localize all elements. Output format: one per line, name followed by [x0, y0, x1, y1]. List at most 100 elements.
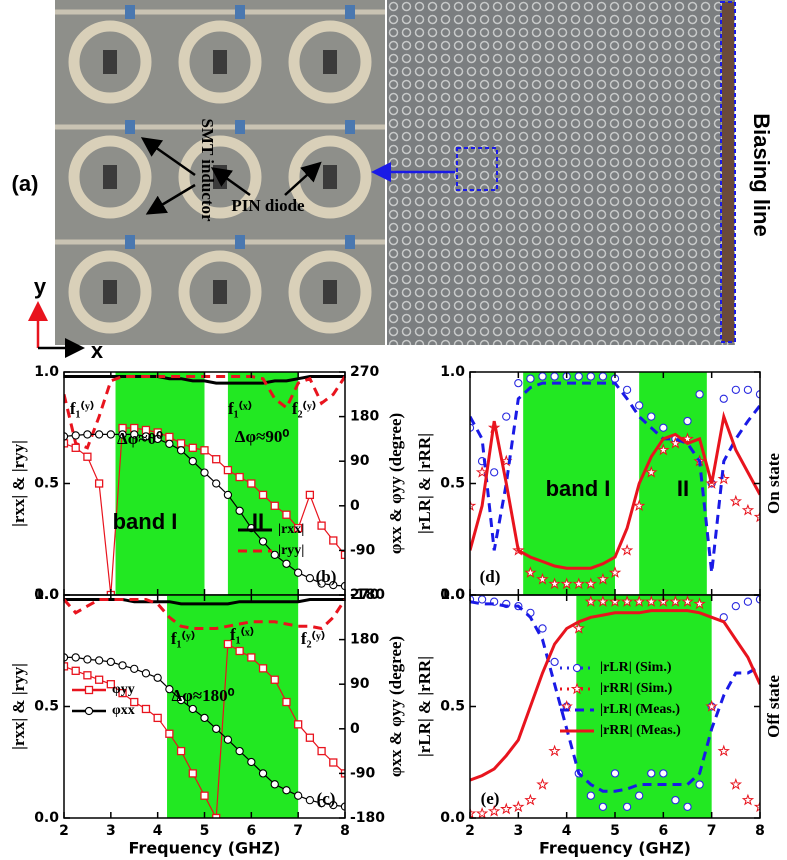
y2-tick-label: 180 [350, 632, 379, 648]
data-point [695, 390, 704, 399]
data-point [200, 791, 209, 800]
data-point [659, 769, 668, 778]
data-point [647, 412, 656, 421]
data-point [71, 443, 80, 452]
band [227, 372, 299, 595]
data-point [470, 499, 477, 512]
data-point [317, 798, 326, 808]
data-point [477, 595, 487, 604]
annotation: f₁⁽ʸ⁾ [171, 629, 195, 648]
data-point [188, 457, 197, 466]
data-point [176, 439, 186, 448]
data-point [500, 802, 513, 815]
x-tick-label: 8 [755, 823, 765, 839]
data-point [598, 802, 608, 811]
data-point [512, 800, 525, 813]
data-point [294, 568, 303, 577]
data-point [282, 697, 291, 707]
data-point [717, 472, 730, 485]
data-point [329, 536, 338, 545]
data-point [247, 479, 256, 488]
data-point [729, 494, 743, 507]
data-point [94, 656, 104, 665]
data-point [71, 666, 80, 675]
inductor-arrow [145, 183, 196, 215]
legend-marker [572, 663, 582, 673]
data-point [235, 506, 244, 515]
data-point [681, 432, 694, 445]
data-point [141, 704, 151, 714]
x-tick-label: 8 [340, 823, 350, 839]
data-point [235, 646, 244, 656]
x-tick-label: 7 [707, 823, 717, 839]
data-point [305, 733, 315, 742]
data-point [106, 430, 115, 439]
x-tick-label: 4 [153, 823, 163, 839]
legend-label: |rRR| (Sim.) [600, 681, 673, 696]
data-point [560, 577, 573, 590]
cell-box [456, 147, 498, 191]
x-tick-label: 3 [106, 823, 116, 839]
data-point [83, 452, 92, 461]
diode-label: PIN diode [231, 196, 305, 215]
data-point [548, 744, 561, 757]
state-label: On state [764, 453, 783, 514]
data-point [622, 385, 632, 394]
x-tick-label: 3 [513, 823, 523, 839]
data-point [118, 688, 127, 698]
data-point [165, 729, 174, 738]
diode-arrow [284, 161, 322, 196]
y-tick-label: 1.0 [34, 364, 59, 380]
x-axis-title: Frequency (GHZ) [129, 839, 281, 858]
data-point [176, 695, 186, 705]
y2-tick-label: -180 [350, 587, 385, 603]
x-tick-label: 2 [465, 823, 475, 839]
panel-label: (e) [481, 789, 500, 808]
data-point [598, 372, 608, 381]
panel-label: (a) [12, 171, 39, 196]
y2-tick-label: 270 [350, 587, 379, 603]
data-point [620, 595, 634, 607]
legend-marker [84, 706, 94, 716]
chart-panel: 0.0 0.5 1.0 -180 -90 0 90 180 270 2 3 4 5 6 7 8 Frequenc… [9, 587, 405, 858]
data-point [235, 746, 244, 756]
data-point [329, 580, 338, 590]
legend-label: φyy [112, 682, 135, 697]
data-point [693, 597, 706, 610]
y-tick-label: 0.0 [34, 810, 59, 826]
data-point [340, 550, 345, 560]
biasing-strip [722, 2, 734, 342]
data-point [741, 793, 755, 806]
data-point [538, 372, 547, 381]
data-point [719, 394, 728, 403]
data-point [731, 602, 740, 611]
data-point [188, 769, 197, 778]
data-point [657, 443, 670, 456]
data-point [475, 806, 489, 818]
y-tick-label: 1.0 [440, 587, 465, 603]
band [576, 595, 712, 818]
x-tick-label: 6 [246, 823, 256, 839]
x-tick-label: 7 [293, 823, 303, 839]
data-point [118, 661, 127, 670]
data-point [574, 372, 583, 381]
data-point [282, 559, 291, 568]
y-tick-label: 0.5 [440, 476, 465, 492]
data-point [647, 769, 656, 778]
data-point [247, 653, 256, 662]
y2-tick-label: 270 [350, 364, 379, 380]
plot-area [470, 595, 760, 818]
data-point [258, 664, 268, 673]
data-point [64, 662, 69, 671]
data-point [608, 566, 622, 578]
data-point [608, 595, 622, 607]
data-point [743, 385, 753, 394]
y-tick-label: 1.0 [34, 587, 59, 603]
y2-tick-label: -180 [350, 810, 385, 826]
data-point [212, 813, 221, 818]
series-line [470, 600, 760, 793]
data-point [83, 655, 92, 664]
data-point [584, 577, 598, 590]
inductor-arrow [140, 137, 196, 177]
y-tick-label: 0.0 [440, 810, 465, 826]
